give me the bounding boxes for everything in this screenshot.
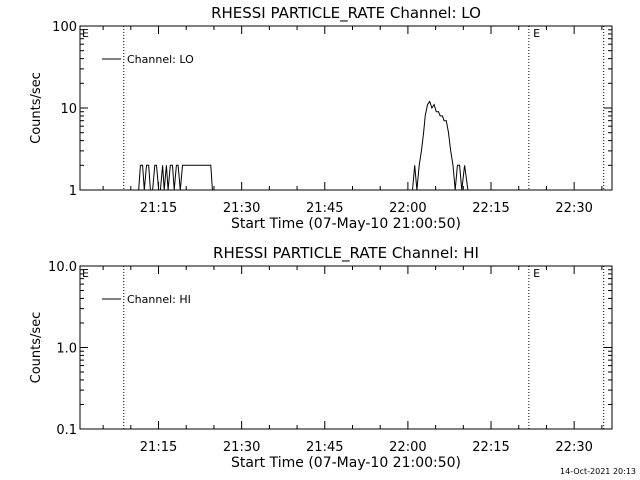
y-tick-label: 1 <box>69 184 77 199</box>
x-tick-label: 21:15 <box>140 201 177 216</box>
x-tick-label: 21:15 <box>140 440 177 455</box>
x-tick-label: 22:15 <box>472 440 509 455</box>
chart-panel-hi: RHESSI PARTICLE_RATE Channel: HI Start Ti… <box>29 244 613 471</box>
timestamp-label: 14-Oct-2021 20:13 <box>560 467 636 476</box>
y-axis-label: Counts/sec <box>29 312 44 384</box>
marker-annotation: E <box>533 267 540 280</box>
chart-panel-lo: RHESSI PARTICLE_RATE Channel: LO Start Ti… <box>29 4 613 232</box>
x-tick-label: 22:00 <box>389 440 426 455</box>
y-tick-label: 10.0 <box>48 260 77 275</box>
marker-annotation: E <box>533 27 540 40</box>
chart-title: RHESSI PARTICLE_RATE Channel: LO <box>211 4 481 23</box>
x-tick-label: 22:15 <box>472 201 509 216</box>
x-tick-label: 21:30 <box>223 440 260 455</box>
x-axis-label: Start Time (07-May-10 21:00:50) <box>231 216 461 232</box>
marker-annotation: E <box>82 27 89 40</box>
x-tick-label: 22:00 <box>389 201 426 216</box>
series-line-1 <box>80 100 612 191</box>
legend-label: Channel: HI <box>127 293 191 306</box>
marker-annotation: E <box>82 267 89 280</box>
y-tick-label: 1.0 <box>56 342 77 357</box>
y-tick-label: 10 <box>60 102 77 117</box>
x-tick-label: 21:45 <box>306 440 343 455</box>
plot-frame <box>79 25 613 191</box>
x-tick-label: 21:45 <box>306 201 343 216</box>
plot-frame <box>79 265 613 430</box>
x-tick-label: 22:30 <box>555 440 592 455</box>
legend-label: Channel: LO <box>127 53 194 66</box>
y-tick-label: 0.1 <box>56 423 77 438</box>
y-tick-label: 100 <box>52 20 77 35</box>
x-tick-label: 21:30 <box>223 201 260 216</box>
x-axis-label: Start Time (07-May-10 21:00:50) <box>231 455 461 471</box>
x-tick-label: 22:30 <box>555 201 592 216</box>
chart-title: RHESSI PARTICLE_RATE Channel: HI <box>213 244 479 263</box>
y-axis-label: Counts/sec <box>29 72 44 144</box>
